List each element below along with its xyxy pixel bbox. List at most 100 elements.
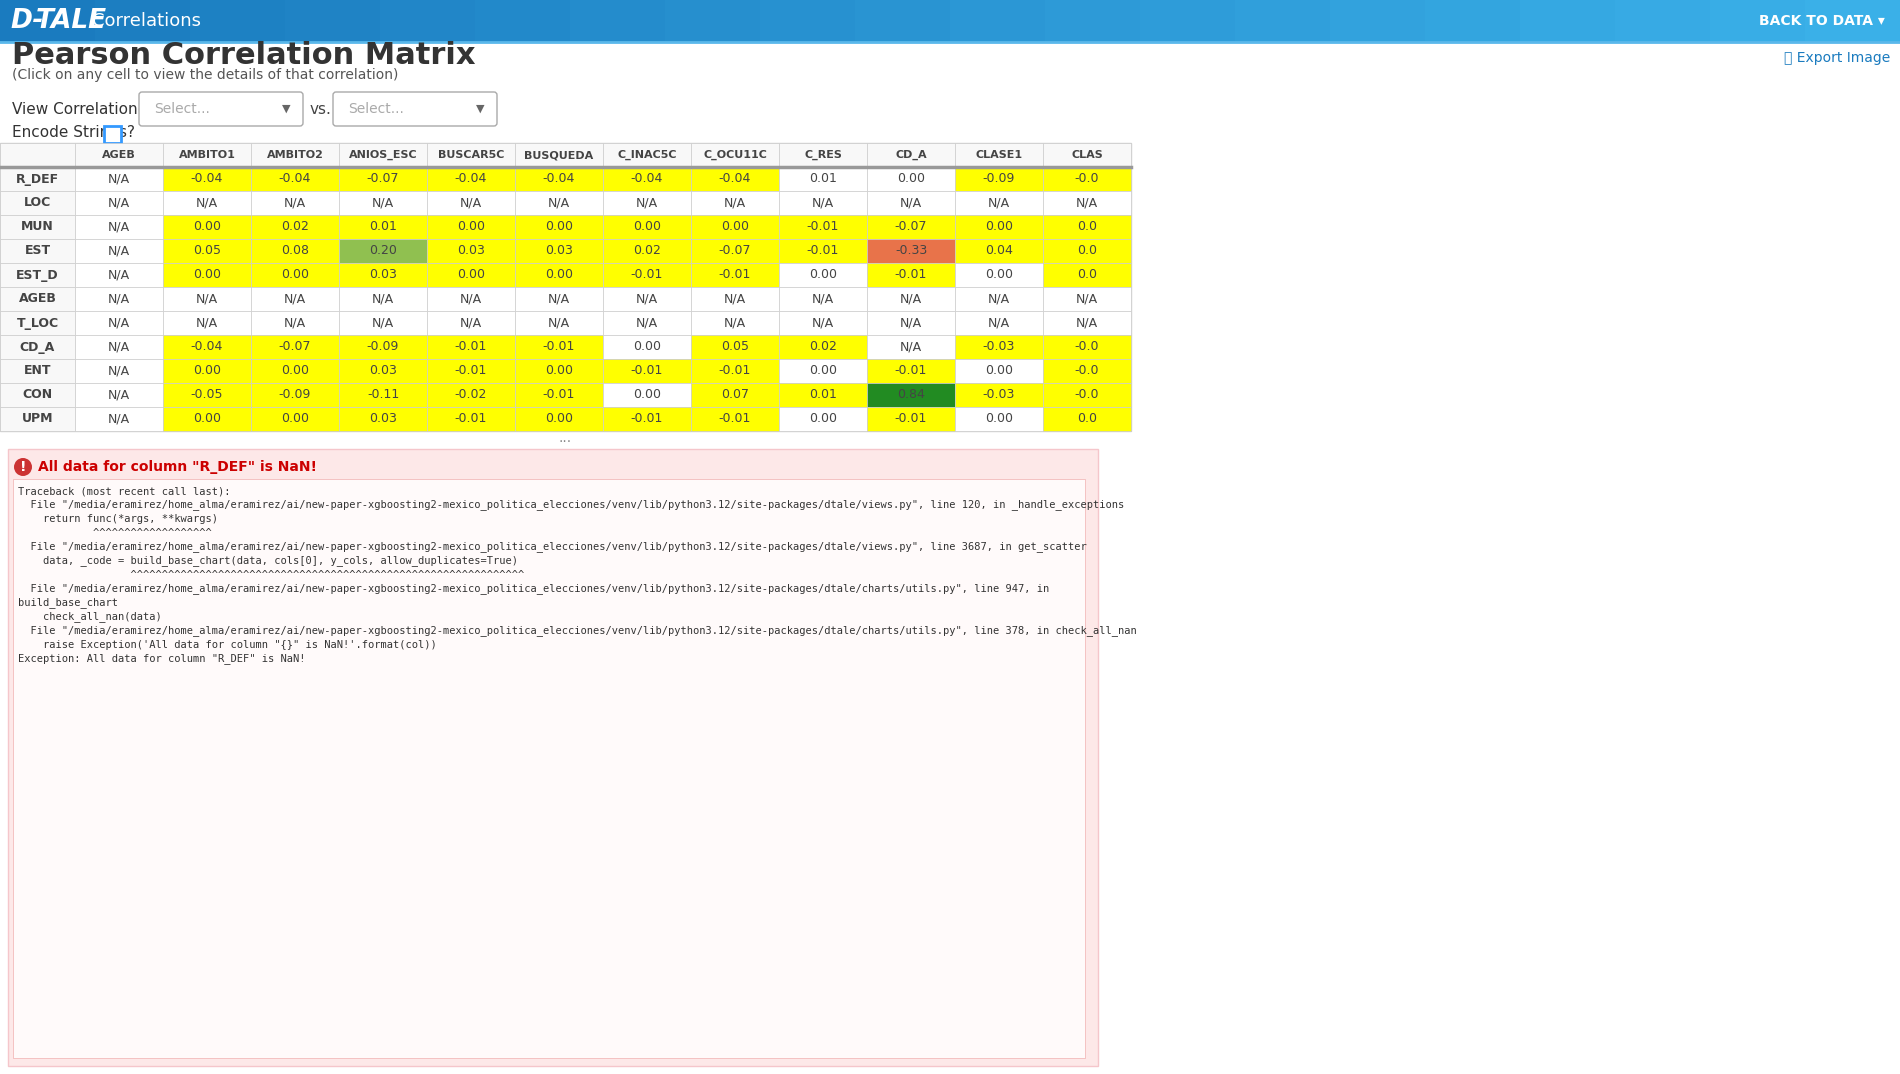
Bar — [163, 191, 251, 215]
Text: N/A: N/A — [108, 292, 129, 305]
Bar — [428, 335, 515, 359]
Bar — [602, 335, 692, 359]
Bar — [760, 0, 855, 42]
Text: 0.00: 0.00 — [545, 268, 574, 281]
Text: File "/media/eramirez/home_alma/eramirez/ai/new-paper-xgboosting2-mexico_politic: File "/media/eramirez/home_alma/eramirez… — [17, 625, 1136, 637]
Text: 0.02: 0.02 — [281, 220, 310, 233]
Text: View Correlation(s) For: View Correlation(s) For — [11, 102, 186, 116]
Text: C_RES: C_RES — [804, 150, 842, 160]
Bar — [692, 215, 779, 240]
Text: N/A: N/A — [547, 317, 570, 330]
Bar — [0, 143, 74, 166]
Text: CLAS: CLAS — [1072, 150, 1102, 160]
Bar — [956, 263, 1043, 287]
Text: vs.: vs. — [310, 102, 332, 116]
Bar — [692, 311, 779, 335]
Text: -0.0: -0.0 — [1075, 364, 1100, 377]
Text: N/A: N/A — [988, 292, 1011, 305]
Bar — [1043, 287, 1130, 311]
Bar — [338, 143, 428, 166]
Text: N/A: N/A — [372, 292, 393, 305]
Text: N/A: N/A — [108, 412, 129, 425]
Text: 0.00: 0.00 — [194, 268, 220, 281]
Bar — [251, 407, 338, 431]
Bar — [515, 335, 602, 359]
Bar — [251, 215, 338, 240]
Bar — [104, 126, 122, 143]
Text: -0.01: -0.01 — [895, 364, 927, 377]
Bar — [866, 359, 956, 383]
Text: -0.01: -0.01 — [718, 364, 751, 377]
Bar — [251, 335, 338, 359]
Bar — [0, 215, 74, 240]
Text: BUSCAR5C: BUSCAR5C — [437, 150, 504, 160]
Text: CD_A: CD_A — [895, 150, 927, 160]
Text: -0.04: -0.04 — [454, 173, 486, 186]
Bar — [779, 215, 866, 240]
Text: N/A: N/A — [724, 317, 747, 330]
Text: BUSQUEDA: BUSQUEDA — [524, 150, 593, 160]
Bar — [338, 407, 428, 431]
Text: 0.08: 0.08 — [281, 245, 310, 258]
Bar — [428, 215, 515, 240]
Text: N/A: N/A — [901, 292, 921, 305]
Bar — [866, 287, 956, 311]
Bar — [163, 287, 251, 311]
Text: BACK TO DATA ▾: BACK TO DATA ▾ — [1759, 14, 1885, 28]
Bar — [779, 407, 866, 431]
Text: -0.04: -0.04 — [190, 340, 222, 353]
Bar — [515, 143, 602, 166]
Bar — [74, 407, 163, 431]
Text: N/A: N/A — [108, 364, 129, 377]
Bar — [956, 335, 1043, 359]
Text: 0.0: 0.0 — [1077, 412, 1096, 425]
Text: N/A: N/A — [372, 317, 393, 330]
Text: LOC: LOC — [25, 197, 51, 209]
Bar — [163, 383, 251, 407]
Text: 0.00: 0.00 — [984, 364, 1013, 377]
Text: N/A: N/A — [196, 317, 218, 330]
Text: 0.20: 0.20 — [369, 245, 397, 258]
Bar — [428, 191, 515, 215]
Bar — [1043, 263, 1130, 287]
Text: 0.00: 0.00 — [809, 268, 838, 281]
Bar — [692, 143, 779, 166]
Bar — [74, 263, 163, 287]
Text: 0.00: 0.00 — [194, 364, 220, 377]
Text: N/A: N/A — [636, 197, 657, 209]
Text: N/A: N/A — [283, 292, 306, 305]
Text: MUN: MUN — [21, 220, 53, 233]
Text: 0.03: 0.03 — [369, 412, 397, 425]
Text: -0.09: -0.09 — [279, 389, 312, 402]
Text: N/A: N/A — [1075, 292, 1098, 305]
Text: File "/media/eramirez/home_alma/eramirez/ai/new-paper-xgboosting2-mexico_politic: File "/media/eramirez/home_alma/eramirez… — [17, 583, 1049, 594]
Text: File "/media/eramirez/home_alma/eramirez/ai/new-paper-xgboosting2-mexico_politic: File "/media/eramirez/home_alma/eramirez… — [17, 541, 1087, 552]
Bar — [251, 191, 338, 215]
Bar — [1330, 0, 1425, 42]
Bar — [602, 240, 692, 263]
Bar — [251, 166, 338, 191]
Text: TALE: TALE — [36, 8, 106, 34]
Bar — [692, 166, 779, 191]
Text: 0.84: 0.84 — [897, 389, 925, 402]
Text: 0.00: 0.00 — [458, 220, 484, 233]
Bar — [1805, 0, 1900, 42]
Text: 0.00: 0.00 — [984, 268, 1013, 281]
Bar — [338, 359, 428, 383]
Bar — [956, 166, 1043, 191]
Text: 0.0: 0.0 — [1077, 245, 1096, 258]
Text: 0.03: 0.03 — [458, 245, 484, 258]
FancyBboxPatch shape — [139, 92, 302, 126]
Bar — [163, 143, 251, 166]
Bar — [515, 191, 602, 215]
Text: 0.01: 0.01 — [809, 173, 836, 186]
Bar — [74, 311, 163, 335]
Text: -0.02: -0.02 — [454, 389, 486, 402]
Text: 0.0: 0.0 — [1077, 268, 1096, 281]
Text: check_all_nan(data): check_all_nan(data) — [17, 611, 162, 623]
Text: 0.00: 0.00 — [194, 412, 220, 425]
Text: N/A: N/A — [547, 292, 570, 305]
Bar — [8, 449, 1098, 1066]
Bar — [1043, 215, 1130, 240]
Bar — [950, 0, 1045, 42]
